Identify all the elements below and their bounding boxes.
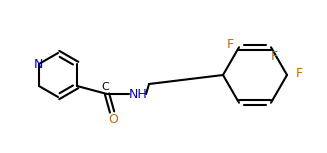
Text: N: N: [33, 58, 43, 71]
Text: C: C: [101, 82, 109, 92]
Text: F: F: [226, 38, 233, 51]
Text: NH: NH: [129, 88, 147, 101]
Text: F: F: [295, 67, 302, 80]
Text: F: F: [270, 50, 278, 63]
Text: O: O: [108, 112, 118, 125]
